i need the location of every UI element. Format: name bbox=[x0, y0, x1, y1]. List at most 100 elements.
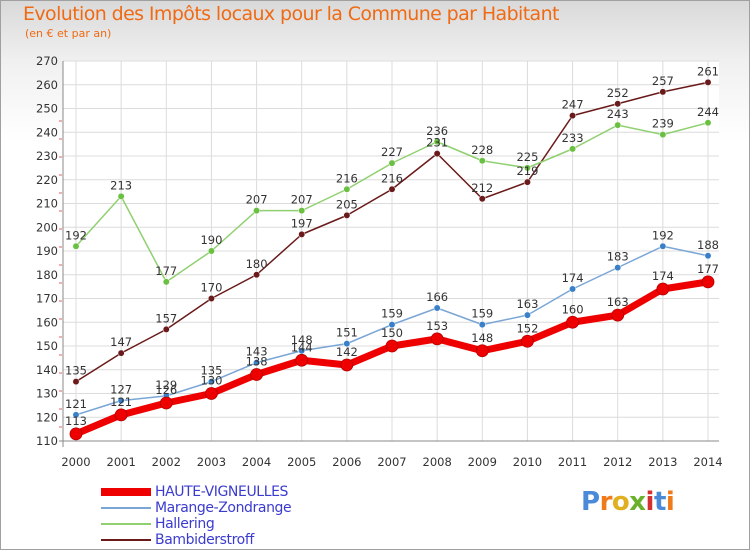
data-point bbox=[298, 207, 306, 215]
data-point bbox=[388, 159, 396, 167]
y-tick-label: 210 bbox=[36, 197, 58, 211]
data-point bbox=[207, 247, 215, 255]
data-point bbox=[569, 112, 577, 120]
legend: HAUTE-VIGNEULLES Marange-Zondrange Halleri… bbox=[101, 484, 401, 549]
y-tick-label: 140 bbox=[36, 363, 58, 377]
data-point bbox=[250, 368, 263, 381]
data-label: 144 bbox=[291, 340, 313, 354]
data-point bbox=[72, 242, 80, 250]
chart-title: Evolution des Impôts locaux pour la Comm… bbox=[23, 3, 559, 25]
data-point bbox=[253, 271, 261, 279]
data-point bbox=[253, 207, 261, 215]
legend-swatch bbox=[101, 507, 151, 509]
data-point bbox=[523, 164, 531, 172]
y-tick-label: 230 bbox=[36, 149, 58, 163]
x-tick-label: 2013 bbox=[648, 455, 677, 469]
data-label: 216 bbox=[336, 171, 358, 185]
data-point bbox=[659, 88, 667, 96]
data-label: 143 bbox=[246, 345, 268, 359]
x-tick-label: 2001 bbox=[107, 455, 136, 469]
data-label: 129 bbox=[155, 378, 177, 392]
y-tick-label: 240 bbox=[36, 125, 58, 139]
x-tick-label: 2014 bbox=[693, 455, 722, 469]
y-tick-label: 220 bbox=[36, 173, 58, 187]
data-point bbox=[475, 344, 489, 358]
data-label: 212 bbox=[471, 181, 493, 195]
data-label: 190 bbox=[200, 233, 222, 247]
data-point bbox=[159, 396, 173, 410]
data-point bbox=[72, 378, 80, 386]
data-point bbox=[656, 282, 670, 296]
data-point bbox=[253, 359, 261, 367]
data-label: 113 bbox=[65, 414, 87, 428]
data-point bbox=[659, 131, 667, 139]
data-label: 170 bbox=[200, 281, 222, 295]
data-point bbox=[614, 264, 622, 272]
data-label: 227 bbox=[381, 145, 403, 159]
data-point bbox=[117, 192, 125, 200]
data-point bbox=[388, 185, 396, 193]
y-tick-label: 170 bbox=[36, 292, 58, 306]
y-tick-label: 270 bbox=[36, 54, 58, 68]
data-point bbox=[433, 138, 441, 146]
data-label: 261 bbox=[697, 64, 719, 78]
logo-letter: x bbox=[629, 487, 646, 517]
data-point bbox=[72, 411, 80, 419]
data-label: 213 bbox=[110, 178, 132, 192]
data-label: 225 bbox=[516, 150, 538, 164]
data-label: 135 bbox=[65, 364, 87, 378]
data-label: 247 bbox=[562, 98, 584, 112]
data-point bbox=[704, 78, 712, 86]
data-label: 142 bbox=[336, 345, 358, 359]
data-point bbox=[521, 334, 534, 348]
data-label: 244 bbox=[697, 105, 719, 119]
data-label: 121 bbox=[65, 397, 87, 411]
legend-label: Bambiderstroff bbox=[155, 532, 254, 548]
x-tick-label: 2005 bbox=[287, 455, 316, 469]
data-point bbox=[569, 145, 577, 153]
data-label: 207 bbox=[246, 193, 268, 207]
data-label: 183 bbox=[607, 250, 629, 264]
x-tick-label: 2002 bbox=[152, 455, 181, 469]
legend-item: Hallering bbox=[101, 516, 401, 533]
data-label: 192 bbox=[652, 228, 674, 242]
data-point bbox=[298, 230, 306, 238]
data-label: 252 bbox=[607, 86, 629, 100]
legend-label: Hallering bbox=[155, 516, 215, 532]
data-label: 150 bbox=[381, 326, 403, 340]
data-point bbox=[343, 185, 351, 193]
y-tick-label: 200 bbox=[36, 220, 58, 234]
data-label: 180 bbox=[246, 257, 268, 271]
x-tick-label: 2010 bbox=[513, 455, 542, 469]
data-label: 233 bbox=[562, 131, 584, 145]
data-label: 148 bbox=[291, 333, 313, 347]
legend-item: Marange-Zondrange bbox=[101, 500, 401, 517]
data-point bbox=[659, 242, 667, 250]
data-label: 130 bbox=[200, 374, 222, 388]
data-point bbox=[704, 252, 712, 260]
data-point bbox=[569, 285, 577, 293]
y-tick-label: 160 bbox=[36, 315, 58, 329]
logo-letter: i bbox=[665, 487, 675, 517]
y-tick-label: 110 bbox=[36, 434, 58, 448]
data-point bbox=[430, 332, 444, 346]
data-point bbox=[343, 340, 351, 348]
data-label: 207 bbox=[291, 193, 313, 207]
data-label: 152 bbox=[516, 321, 538, 335]
data-label: 177 bbox=[697, 262, 719, 276]
data-point bbox=[207, 378, 215, 386]
legend-label: HAUTE-VIGNEULLES bbox=[155, 484, 289, 500]
y-tick-label: 120 bbox=[36, 410, 58, 424]
data-label: 151 bbox=[336, 326, 358, 340]
data-label: 174 bbox=[562, 271, 584, 285]
data-point bbox=[523, 311, 531, 319]
x-tick-label: 2003 bbox=[197, 455, 226, 469]
y-tick-label: 150 bbox=[36, 339, 58, 353]
data-point bbox=[69, 427, 83, 441]
logo-letter: P bbox=[581, 487, 600, 517]
legend-swatch bbox=[101, 523, 151, 525]
data-point bbox=[566, 315, 579, 329]
data-label: 148 bbox=[471, 331, 493, 345]
